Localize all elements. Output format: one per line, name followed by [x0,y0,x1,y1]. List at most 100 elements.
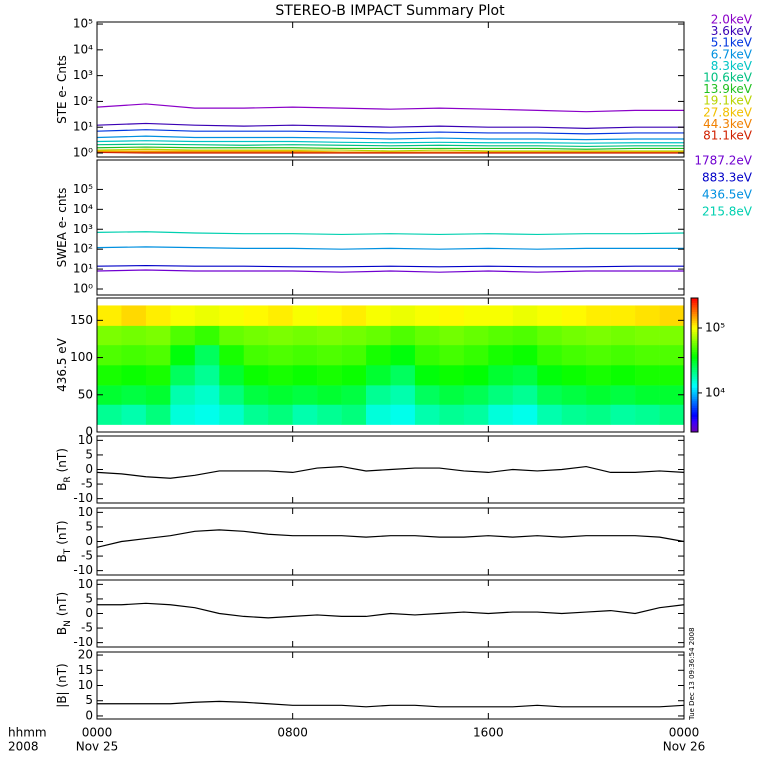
colorbar-segment [691,402,698,406]
colorbar-segment [691,362,698,366]
y-tick-label: 10⁵ [73,182,93,196]
series-line [97,122,684,129]
colorbar-segment [691,331,698,335]
chart-title: STEREO-B IMPACT Summary Plot [275,3,505,19]
y-tick-label: 0 [85,534,93,548]
x-tick-label: 0000 [669,726,700,740]
heatmap-cell [414,325,440,346]
heatmap-cell [586,325,611,346]
y-axis-label: |B| (nT) [55,663,69,707]
colorbar-segment [691,416,698,420]
colorbar-segment [691,333,698,337]
y-tick-label: 10 [78,678,93,692]
y-tick-label: 100 [70,350,93,364]
colorbar-segment [691,309,698,312]
heatmap-cell [463,344,489,366]
colorbar-segment [691,365,698,368]
heatmap-cell [390,305,416,326]
heatmap-cell [414,365,440,386]
colorbar-segment [691,353,698,357]
colorbar-segment [691,389,698,393]
colorbar-segment [691,387,698,391]
colorbar-segment [691,385,698,388]
y-tick-label: 10¹ [73,262,93,276]
heatmap-cell [243,404,269,425]
heatmap-cell [366,404,391,425]
heatmap-cell [488,344,514,366]
legend-label: 436.5eV [702,188,753,202]
y-axis-label: BT (nT) [55,520,73,562]
y-axis-label-main: B [55,554,69,562]
colorbar-segment [691,373,698,377]
y-tick-label: 10³ [73,222,93,236]
heatmap-cell [586,404,611,425]
legend-label: 5.1keV [711,36,753,50]
heatmap-cell [145,325,171,346]
heatmap-cell [268,344,293,366]
y-axis-label-sub: T [63,548,73,555]
heatmap-cell [610,344,636,366]
heatmap-cell [292,305,318,326]
year-label: 2008 [8,740,39,754]
heatmap-cell [243,305,269,326]
colorbar-segment [691,360,698,364]
heatmap-cell [414,305,440,326]
heatmap-cell [121,305,147,326]
heatmap-cell [145,385,171,405]
heatmap-cell [341,385,367,405]
colorbar-segment [691,425,698,429]
heatmap-cell [561,325,587,346]
heatmap-cell [488,305,514,326]
heatmap-cell [170,344,196,366]
y-tick-label: 50 [78,387,93,401]
heatmap-cell [561,365,587,386]
panel-frame [96,297,685,433]
heatmap-cell [317,365,342,386]
heatmap-cell [414,385,440,405]
colorbar-tick-label: 10⁴ [705,385,725,399]
colorbar-segment [691,382,698,386]
colorbar-segment [691,371,698,375]
heatmap-cell [317,385,342,405]
colorbar-segment [691,306,698,310]
y-tick-label: 10 [78,505,93,519]
y-tick-label: 10⁰ [73,282,93,296]
y-tick-label: -5 [81,621,93,635]
colorbar-segment [691,378,698,382]
heatmap-cell [121,404,147,425]
y-axis-label-main: |B| (nT) [55,663,69,707]
x-tick-label: 0800 [277,726,308,740]
y-tick-label: 0 [85,425,93,439]
y-axis-label: STE e- Cnts [55,55,69,124]
heatmap-cell [659,344,684,366]
colorbar-segment [691,311,698,315]
y-tick-label: 5 [85,447,93,461]
colorbar-segment [691,358,698,362]
colorbar-segment [691,335,698,339]
y-tick-label: -10 [73,491,93,505]
legend-label: 883.3eV [702,171,753,185]
heatmap-cell [586,344,611,366]
series-line [97,129,684,135]
heatmap-cell [121,325,147,346]
colorbar-segment [691,423,698,426]
y-axis-label-unit: (nT) [55,520,69,544]
y-tick-label: 0 [85,462,93,476]
heatmap-cell [219,325,245,346]
y-tick-label: 5 [85,591,93,605]
heatmap-cell [121,385,147,405]
heatmap-cell [170,404,196,425]
y-tick-label: -10 [73,635,93,649]
heatmap-cell [610,305,636,326]
heatmap-cell [341,305,367,326]
colorbar-segment [691,302,698,306]
heatmap-cell [317,344,342,366]
heatmap-cell [317,325,342,346]
heatmap-cell [635,385,660,405]
colorbar-segment [691,313,698,317]
heatmap-cell [268,325,293,346]
heatmap-cell [268,404,293,425]
heatmap-cell [659,325,684,346]
y-axis-label-unit: (nT) [55,592,69,616]
heatmap-cell [512,325,538,346]
